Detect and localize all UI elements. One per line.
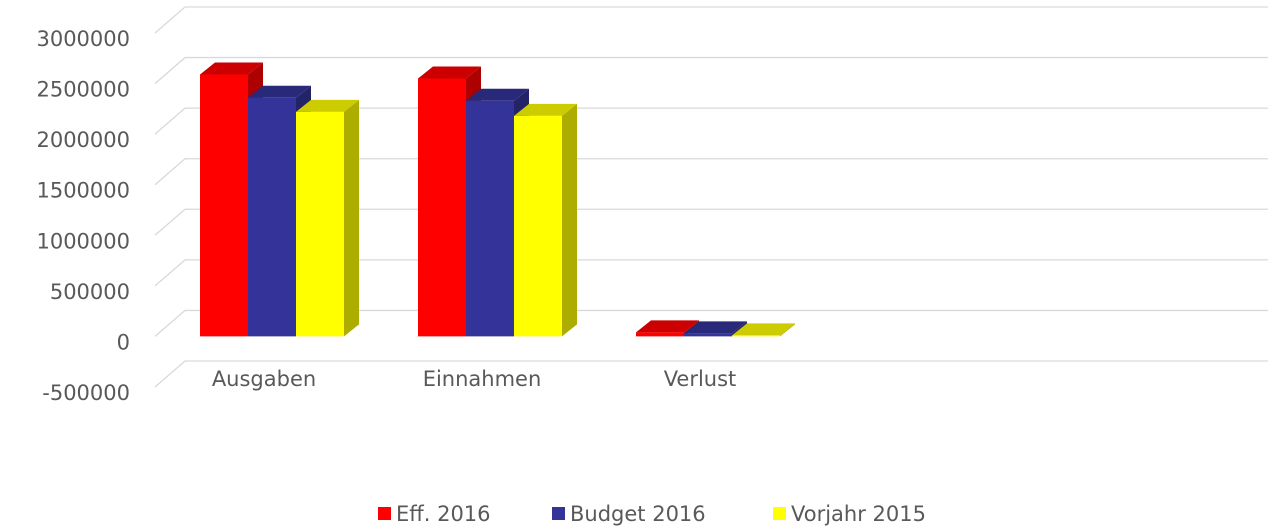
grid-line bbox=[154, 309, 1268, 337]
legend-label: Vorjahr 2015 bbox=[791, 502, 926, 526]
legend-label: Eff. 2016 bbox=[396, 502, 491, 526]
y-tick-label: 1000000 bbox=[36, 229, 130, 253]
grid-line bbox=[154, 56, 1268, 85]
legend-marker bbox=[378, 507, 391, 520]
y-tick-label: 3000000 bbox=[36, 27, 130, 51]
bar bbox=[514, 103, 577, 337]
grid-line bbox=[154, 208, 1268, 236]
legend-marker bbox=[773, 507, 786, 520]
y-tick-label: -500000 bbox=[42, 381, 130, 405]
x-tick-label: Ausgaben bbox=[212, 367, 316, 391]
x-tick-label: Verlust bbox=[664, 367, 737, 391]
grid-line bbox=[154, 360, 1268, 388]
y-tick-label: 1500000 bbox=[36, 179, 130, 203]
x-tick-label: Einnahmen bbox=[423, 367, 542, 391]
grid-line bbox=[154, 158, 1268, 186]
bar bbox=[732, 323, 795, 337]
grid-line bbox=[154, 6, 1268, 34]
legend-label: Budget 2016 bbox=[570, 502, 706, 526]
y-tick-label: 0 bbox=[117, 330, 130, 354]
y-tick-label: 2500000 bbox=[36, 78, 130, 102]
grid-line bbox=[154, 259, 1268, 287]
grid-line bbox=[154, 107, 1268, 135]
bar bbox=[296, 99, 359, 337]
y-tick-label: 500000 bbox=[50, 280, 130, 304]
y-tick-label: 2000000 bbox=[36, 128, 130, 152]
legend-marker bbox=[552, 507, 565, 520]
